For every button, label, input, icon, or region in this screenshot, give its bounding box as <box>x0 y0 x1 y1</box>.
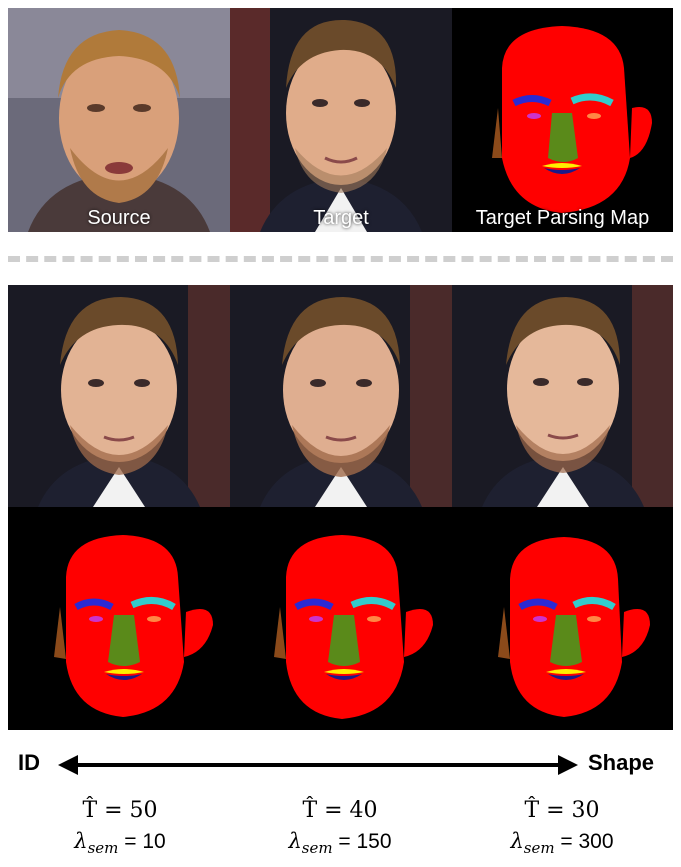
result-parsing-graphic-2 <box>230 507 452 730</box>
settings-column-2: T̂ = 40 λsem = 150 <box>250 796 430 858</box>
source-face-photo <box>8 8 230 232</box>
lambda-sem-setting-2: λsem = 150 <box>288 829 392 858</box>
settings-column-1: T̂ = 50 λsem = 10 <box>30 796 210 858</box>
source-caption: Source <box>87 207 151 229</box>
shape-axis-label: Shape <box>588 750 655 775</box>
result-parsing-map-3 <box>452 507 673 730</box>
result-face-photo-1 <box>8 285 230 507</box>
result-parsing-graphic-1 <box>8 507 230 730</box>
source-image: Source <box>8 8 230 232</box>
target-face-photo <box>230 8 452 232</box>
target-parsing-map: Target Parsing Map <box>452 8 673 232</box>
result-face-3 <box>452 285 673 507</box>
result-parsing-map-1 <box>8 507 230 730</box>
result-face-photo-2 <box>230 285 452 507</box>
dashed-divider <box>8 256 673 262</box>
lambda-sem-setting-3: λsem = 300 <box>510 829 614 858</box>
result-parsing-graphic-3 <box>452 507 673 730</box>
lambda-sem-setting-1: λsem = 10 <box>74 829 166 858</box>
id-axis-label: ID <box>18 750 40 775</box>
t-hat-setting-3: T̂ = 30 <box>524 798 600 823</box>
parsing-map-graphic <box>452 8 673 232</box>
result-face-1 <box>8 285 230 507</box>
settings-column-3: T̂ = 30 λsem = 300 <box>472 796 652 858</box>
t-hat-setting-2: T̂ = 40 <box>302 798 378 823</box>
result-parsing-map-2 <box>230 507 452 730</box>
parsing-caption: Target Parsing Map <box>475 207 650 229</box>
double-arrow-icon <box>58 755 578 775</box>
result-face-2 <box>230 285 452 507</box>
result-face-photo-3 <box>452 285 673 507</box>
target-image: Target <box>230 8 452 232</box>
t-hat-setting-1: T̂ = 50 <box>82 798 158 823</box>
target-caption: Target <box>313 207 369 229</box>
